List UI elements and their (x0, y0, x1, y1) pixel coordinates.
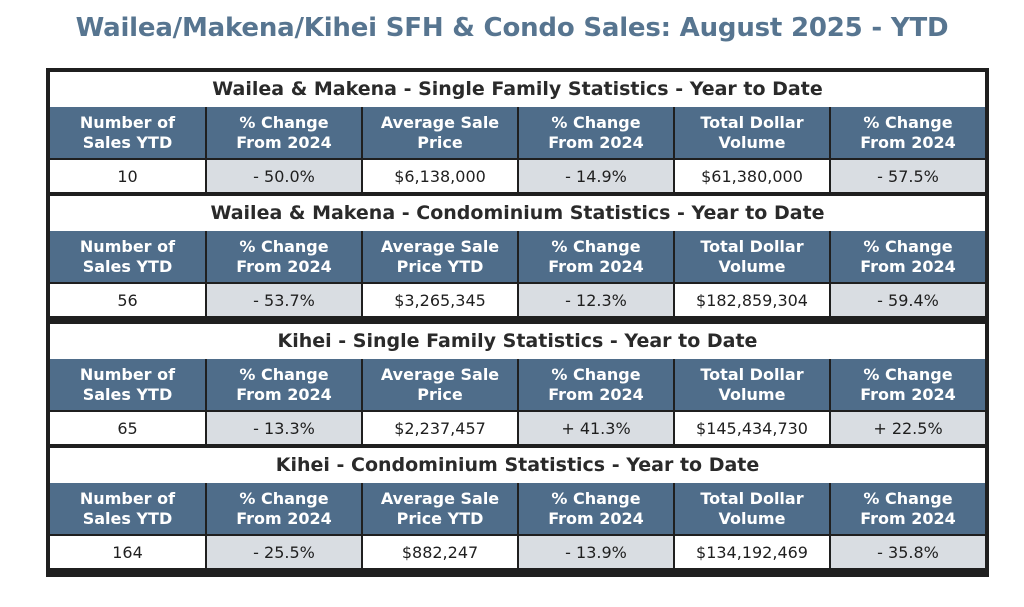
header-number-of-sales: Number of Sales YTD (50, 107, 207, 158)
stats-section-1: Wailea & Makena - Single Family Statisti… (50, 72, 985, 192)
header-number-of-sales: Number of Sales YTD (50, 359, 207, 410)
header-pct-change-sales: % Change From 2024 (207, 359, 363, 410)
value-pct-change-sales: - 25.5% (207, 536, 363, 568)
stats-section-3: Kihei - Single Family Statistics - Year … (50, 324, 985, 444)
value-number-of-sales: 10 (50, 160, 207, 192)
header-row: Number of Sales YTD% Change From 2024 Avera… (50, 359, 985, 410)
section-title: Kihei - Single Family Statistics - Year … (50, 324, 985, 359)
value-pct-change-price: + 41.3% (519, 412, 675, 444)
header-pct-change-price: % Change From 2024 (519, 359, 675, 410)
stats-table-frame: Wailea & Makena - Single Family Statisti… (46, 68, 989, 577)
value-average-sale-price: $882,247 (363, 536, 519, 568)
header-row: Number of Sales YTD% Change From 2024 Avera… (50, 231, 985, 282)
section-title: Wailea & Makena - Single Family Statisti… (50, 72, 985, 107)
header-pct-change-volume: % Change From 2024 (831, 231, 985, 282)
value-row: 10- 50.0% $6,138,000- 14.9% $61,380,000- 5… (50, 160, 985, 192)
value-pct-change-sales: - 13.3% (207, 412, 363, 444)
value-number-of-sales: 56 (50, 284, 207, 316)
value-pct-change-volume: - 57.5% (831, 160, 985, 192)
value-total-dollar-volume: $61,380,000 (675, 160, 831, 192)
value-average-sale-price: $6,138,000 (363, 160, 519, 192)
value-pct-change-price: - 12.3% (519, 284, 675, 316)
page-title: Wailea/Makena/Kihei SFH & Condo Sales: A… (75, 13, 949, 43)
header-total-dollar-volume: Total Dollar Volume (675, 107, 831, 158)
stats-section-2: Wailea & Makena - Condominium Statistics… (50, 196, 985, 316)
header-pct-change-price: % Change From 2024 (519, 483, 675, 534)
value-row: 164- 25.5% $882,247- 13.9% $134,192,469- 3… (50, 536, 985, 568)
stats-section-4: Kihei - Condominium Statistics - Year to… (50, 448, 985, 568)
header-average-sale-price: Average Sale Price YTD (363, 483, 519, 534)
header-average-sale-price: Average Sale Price (363, 107, 519, 158)
header-total-dollar-volume: Total Dollar Volume (675, 483, 831, 534)
header-pct-change-price: % Change From 2024 (519, 107, 675, 158)
value-pct-change-volume: - 35.8% (831, 536, 985, 568)
header-average-sale-price: Average Sale Price YTD (363, 231, 519, 282)
header-pct-change-sales: % Change From 2024 (207, 483, 363, 534)
value-pct-change-price: - 13.9% (519, 536, 675, 568)
header-pct-change-price: % Change From 2024 (519, 231, 675, 282)
section-title: Kihei - Condominium Statistics - Year to… (50, 448, 985, 483)
value-row: 65- 13.3% $2,237,457 + 41.3% $145,434,730 + … (50, 412, 985, 444)
header-pct-change-sales: % Change From 2024 (207, 231, 363, 282)
value-total-dollar-volume: $182,859,304 (675, 284, 831, 316)
value-number-of-sales: 164 (50, 536, 207, 568)
value-average-sale-price: $2,237,457 (363, 412, 519, 444)
value-number-of-sales: 65 (50, 412, 207, 444)
value-pct-change-sales: - 53.7% (207, 284, 363, 316)
header-pct-change-volume: % Change From 2024 (831, 359, 985, 410)
header-number-of-sales: Number of Sales YTD (50, 483, 207, 534)
value-total-dollar-volume: $134,192,469 (675, 536, 831, 568)
section-title: Wailea & Makena - Condominium Statistics… (50, 196, 985, 231)
header-pct-change-volume: % Change From 2024 (831, 107, 985, 158)
value-pct-change-sales: - 50.0% (207, 160, 363, 192)
value-pct-change-volume: - 59.4% (831, 284, 985, 316)
value-pct-change-volume: + 22.5% (831, 412, 985, 444)
value-pct-change-price: - 14.9% (519, 160, 675, 192)
header-row: Number of Sales YTD% Change From 2024 Avera… (50, 483, 985, 534)
header-total-dollar-volume: Total Dollar Volume (675, 231, 831, 282)
header-row: Number of Sales YTD% Change From 2024 Avera… (50, 107, 985, 158)
header-pct-change-sales: % Change From 2024 (207, 107, 363, 158)
header-average-sale-price: Average Sale Price (363, 359, 519, 410)
value-row: 56- 53.7% $3,265,345- 12.3% $182,859,304- … (50, 284, 985, 316)
header-total-dollar-volume: Total Dollar Volume (675, 359, 831, 410)
value-average-sale-price: $3,265,345 (363, 284, 519, 316)
header-pct-change-volume: % Change From 2024 (831, 483, 985, 534)
header-number-of-sales: Number of Sales YTD (50, 231, 207, 282)
value-total-dollar-volume: $145,434,730 (675, 412, 831, 444)
